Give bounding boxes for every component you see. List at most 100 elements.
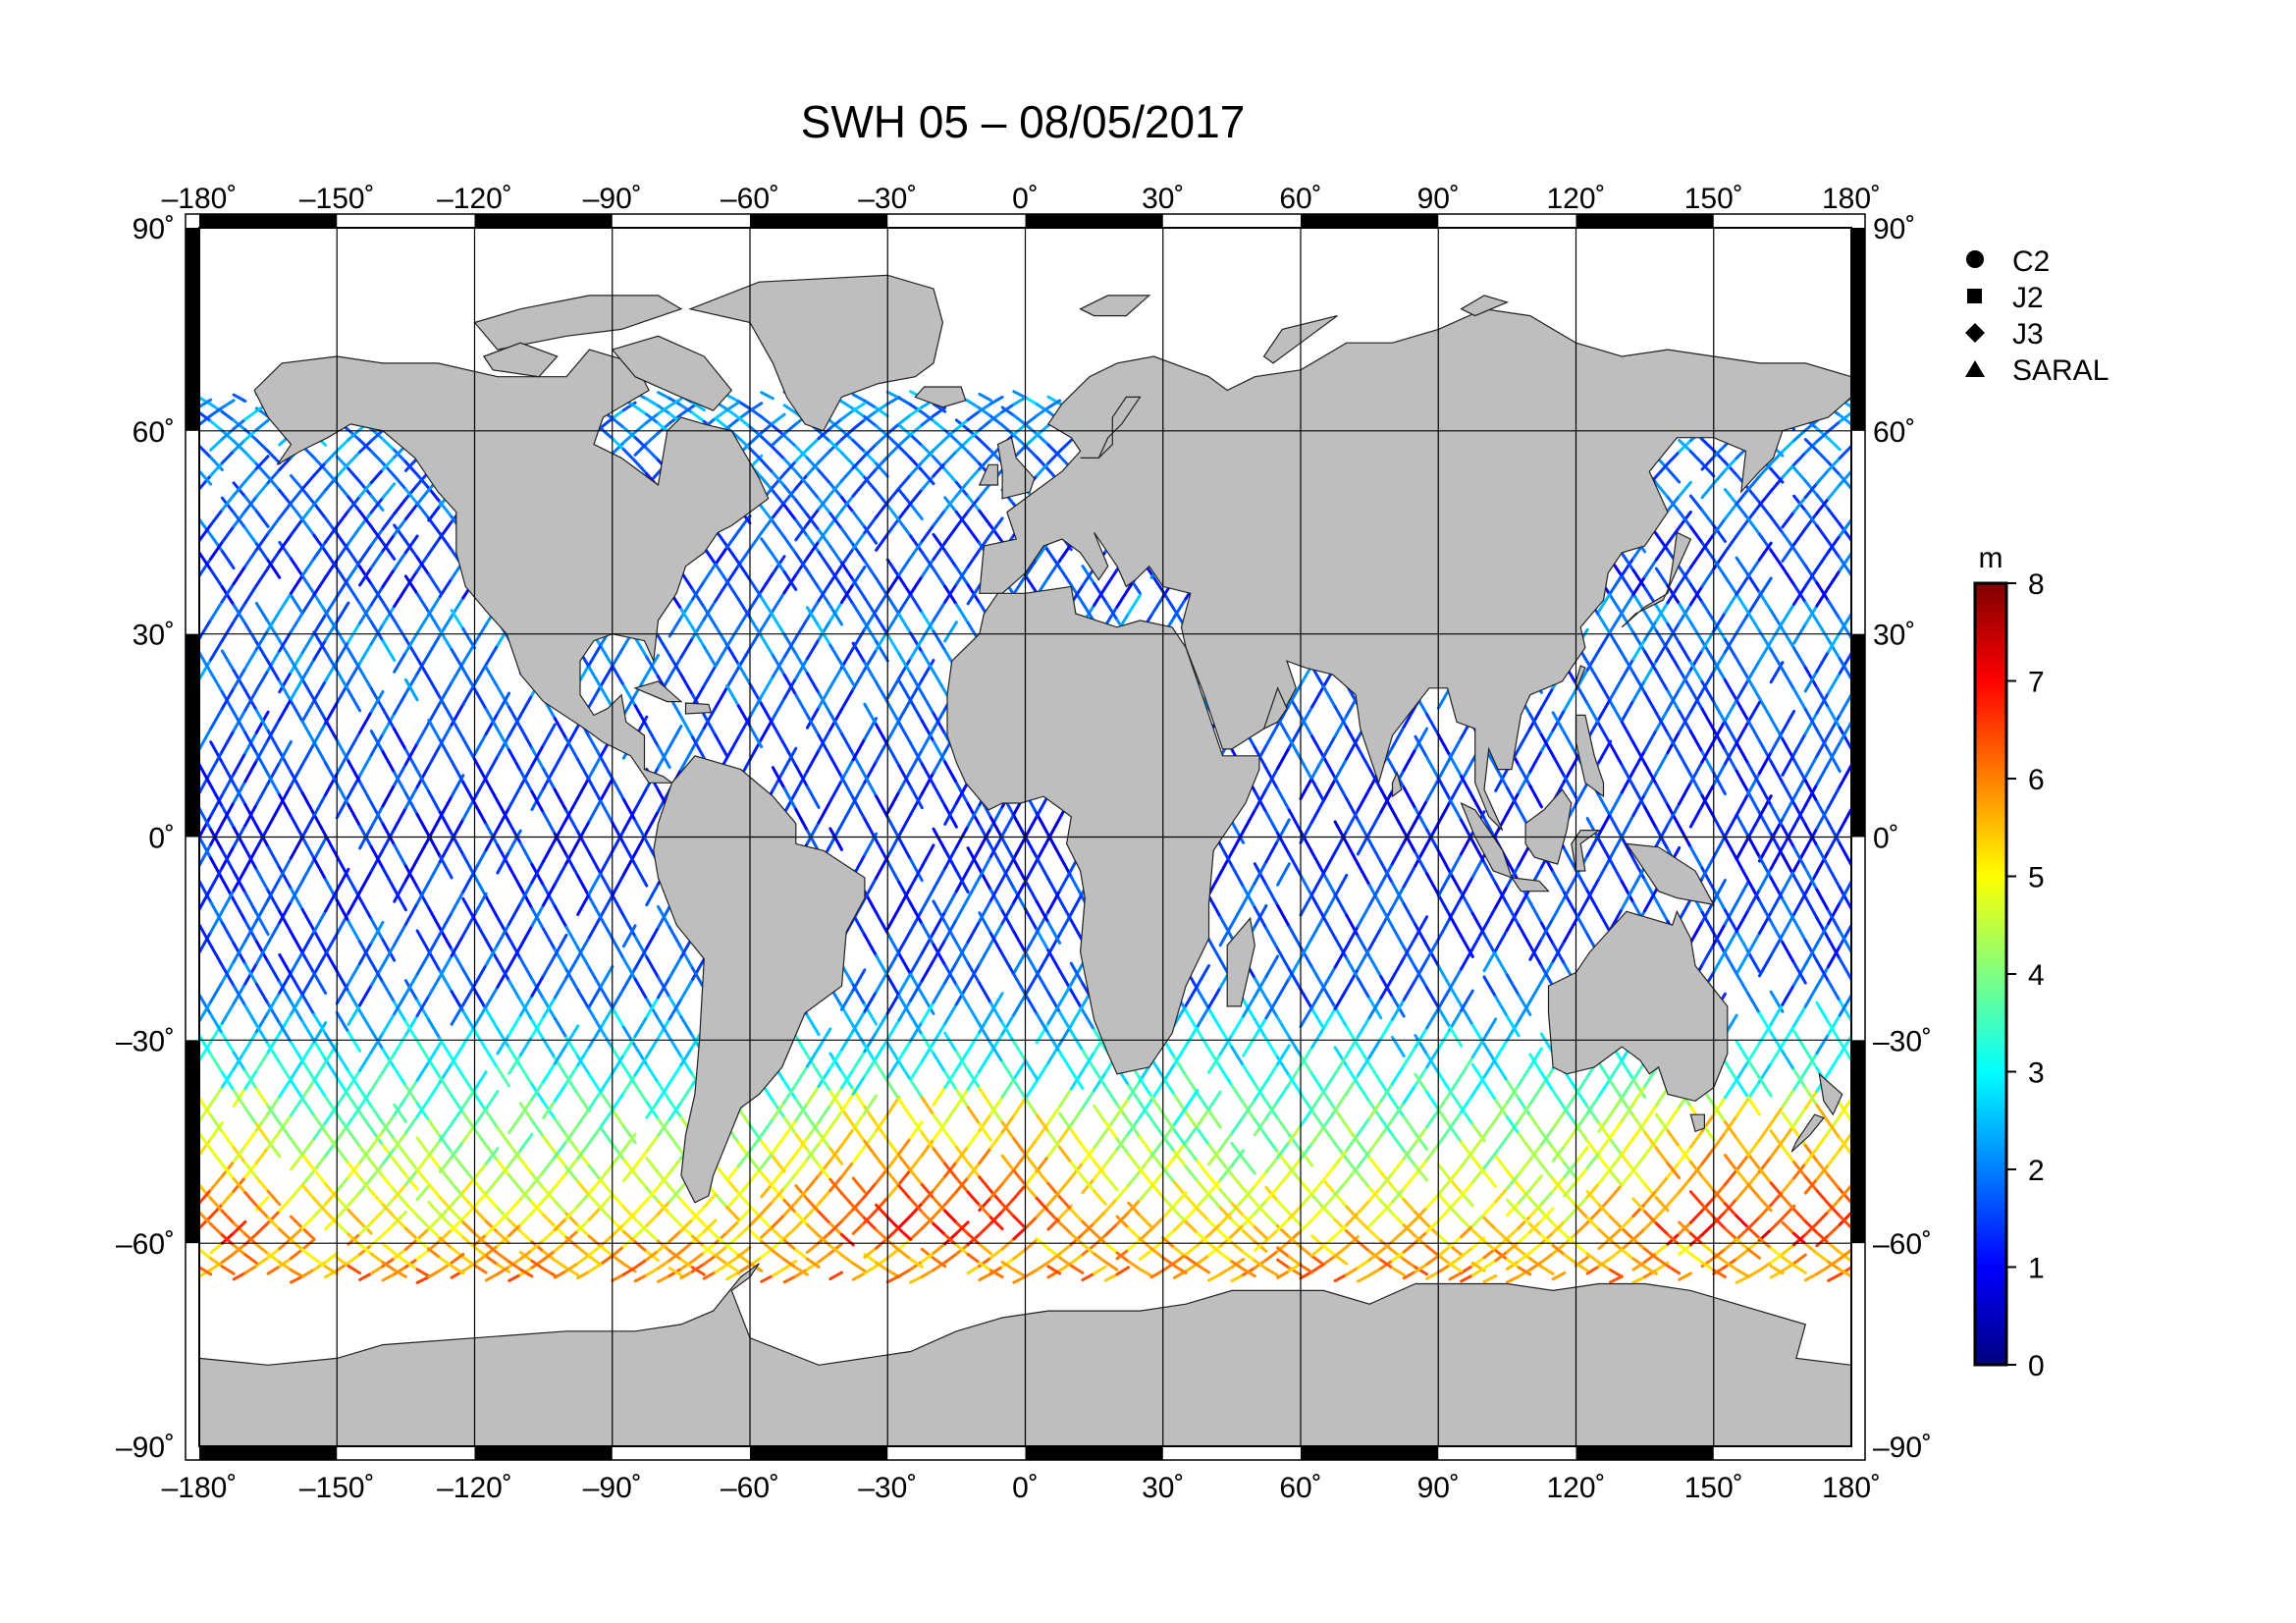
track-segment-16-a-39 — [714, 1254, 729, 1266]
track-segment-7-a-49 — [920, 414, 935, 427]
track-segment-18-d-102 — [1631, 1257, 1647, 1269]
track-segment-15-a-40 — [863, 1246, 879, 1259]
track-segment-6-a-96 — [1563, 1162, 1577, 1179]
track-segment-6-a-104 — [1666, 1264, 1682, 1275]
track-segment-18-a-25 — [542, 811, 557, 836]
track-segment-12-d-53 — [1000, 909, 1016, 934]
track-segment-17-d-75 — [1310, 894, 1325, 919]
track-segment-15-d-110 — [1827, 1013, 1842, 1036]
track-segment-20-a-96 — [1678, 480, 1692, 498]
track-segment-20-d-1 — [358, 1271, 373, 1281]
track-segment-7-a-32 — [725, 666, 740, 689]
track-segment-22-a-78 — [1470, 1037, 1486, 1059]
track-segment-7-a-25 — [645, 809, 660, 835]
track-segment-10-d-4 — [243, 495, 258, 514]
track-segment-4-d-52 — [978, 1221, 992, 1236]
track-segment-19-d-34 — [725, 625, 740, 648]
track-segment-12-d-89 — [1597, 1076, 1613, 1098]
track-segment-7-a-12 — [484, 1090, 500, 1110]
track-segment-16-a-51 — [1012, 1153, 1027, 1171]
track-segment-21-a-100 — [1712, 516, 1727, 536]
track-segment-17-d-25 — [530, 743, 546, 768]
track-segment-19-d-95 — [1643, 1210, 1658, 1225]
track-segment-20-d-37 — [817, 581, 832, 603]
track-segment-16-d-1 — [209, 1174, 224, 1192]
track-segment-11-a-93 — [1631, 740, 1647, 765]
track-segment-20-a-62 — [1242, 1184, 1256, 1202]
track-segment-15-a-51 — [988, 1095, 1004, 1116]
track-segment-20-d-84 — [1528, 944, 1543, 968]
track-segment-17-a-31 — [576, 988, 591, 1011]
track-segment-14-a-46 — [897, 1136, 913, 1156]
track-segment-6-d-64 — [1207, 1090, 1222, 1111]
track-segment-15-d-97 — [1678, 1220, 1692, 1235]
track-segment-4-d-1 — [209, 456, 224, 471]
track-segment-15-a-106 — [1827, 638, 1842, 661]
track-segment-2-a-88 — [1414, 1266, 1429, 1276]
track-segment-12-d-52 — [988, 889, 1004, 913]
track-segment-13-a-9 — [300, 951, 316, 975]
track-segment-8-a-102 — [1712, 1189, 1727, 1206]
track-segment-11-d-101 — [1723, 741, 1738, 766]
track-segment-19-d-93 — [1609, 1169, 1624, 1187]
track-segment-9-a-44 — [851, 668, 867, 691]
track-segment-19-a-10 — [403, 487, 419, 506]
track-segment-21-a-51 — [943, 1162, 958, 1180]
track-segment-8-d-57 — [1230, 1223, 1246, 1238]
track-segment-15-d-2 — [220, 1067, 236, 1089]
track-segment-0-d-32 — [725, 1219, 740, 1234]
track-segment-7-a-82 — [1505, 973, 1521, 997]
track-segment-20-a-90 — [1609, 573, 1624, 595]
track-segment-8-a-96 — [1631, 1077, 1647, 1099]
track-segment-11-d-54 — [978, 982, 992, 1005]
track-segment-6-a-11 — [403, 1114, 419, 1135]
track-segment-14-d-72 — [1218, 1065, 1234, 1087]
track-segment-19-d-18 — [518, 994, 534, 1017]
track-segment-6-d-71 — [1310, 915, 1325, 940]
track-segment-0-a-10 — [324, 595, 339, 617]
track-segment-7-a-37 — [782, 573, 798, 594]
track-segment-3-d-16 — [403, 864, 419, 889]
track-segment-11-d-86 — [1539, 1067, 1555, 1089]
track-segment-22-a-54 — [1024, 1183, 1039, 1200]
track-segment-19-a-13 — [438, 532, 454, 552]
track-segment-10-d-56 — [1035, 1167, 1050, 1185]
track-segment-2-d-43 — [885, 1182, 901, 1200]
track-segment-21-d-104 — [1758, 1196, 1773, 1213]
track-segment-18-d-83 — [1402, 946, 1417, 969]
track-segment-0-a-0 — [199, 814, 213, 839]
track-segment-4-a-72 — [1264, 883, 1280, 907]
track-segment-9-a-12 — [484, 1244, 500, 1257]
track-segment-15-d-11 — [324, 889, 339, 913]
track-segment-21-d-11 — [496, 1210, 511, 1225]
track-segment-2-d-7 — [300, 791, 316, 816]
track-segment-13-a-105 — [1815, 843, 1831, 869]
track-segment-22-d-9 — [300, 1248, 316, 1261]
track-segment-20-a-40 — [840, 1107, 855, 1127]
track-segment-21-a-82 — [1505, 863, 1521, 889]
track-segment-12-d-77 — [1425, 1271, 1440, 1280]
track-segment-9-a-106 — [1746, 1152, 1761, 1170]
track-segment-7-a-100 — [1735, 1268, 1750, 1278]
track-segment-13-a-13 — [393, 1103, 407, 1123]
track-segment-12-d-98 — [1712, 879, 1727, 903]
track-segment-17-a-48 — [782, 1258, 798, 1270]
track-segment-0-d-109 — [1792, 874, 1807, 899]
track-segment-5-a-104 — [1609, 1269, 1624, 1278]
track-segment-1-d-47 — [909, 1059, 924, 1081]
track-segment-16-a-75 — [1287, 682, 1303, 707]
track-segment-12-d-88 — [1585, 1094, 1601, 1115]
track-segment-18-a-14 — [415, 592, 431, 614]
track-segment-8-a-4 — [393, 1265, 407, 1276]
track-segment-14-a-26 — [496, 1159, 511, 1177]
track-segment-12-d-85 — [1551, 1144, 1567, 1163]
track-segment-22-a-65 — [1321, 1234, 1337, 1248]
track-segment-19-d-27 — [633, 786, 649, 811]
track-segment-18-a-84 — [1402, 705, 1417, 729]
track-segment-5-a-13 — [347, 1106, 362, 1126]
track-segment-13-a-15 — [427, 1152, 442, 1170]
track-segment-17-a-55 — [1024, 1215, 1039, 1230]
track-segment-19-a-31 — [657, 904, 671, 929]
track-segment-10-a-37 — [828, 823, 843, 847]
track-segment-12-a-93 — [1609, 594, 1624, 616]
